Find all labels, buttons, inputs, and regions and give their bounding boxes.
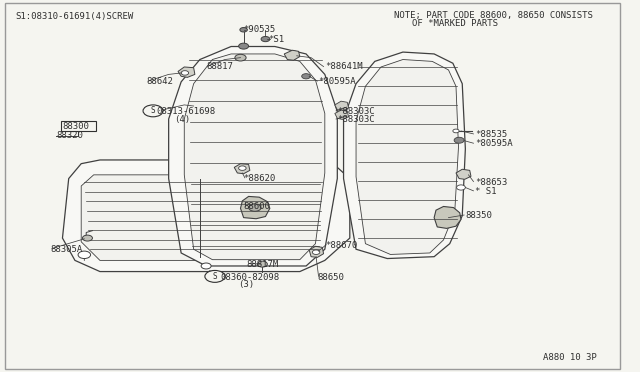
Text: *88620: *88620 [244, 174, 276, 183]
Polygon shape [434, 206, 461, 228]
Polygon shape [335, 101, 349, 111]
Text: 88300: 88300 [63, 122, 90, 131]
Text: 88817M: 88817M [247, 260, 279, 269]
Text: *90535: *90535 [244, 25, 276, 34]
Polygon shape [335, 110, 349, 119]
Text: *88641M: *88641M [325, 62, 362, 71]
Text: 08360-82098: 08360-82098 [220, 273, 279, 282]
Polygon shape [184, 54, 325, 260]
Text: 88600: 88600 [244, 202, 271, 211]
Text: A880 10 3P: A880 10 3P [543, 353, 597, 362]
Circle shape [453, 129, 459, 133]
Circle shape [257, 261, 268, 267]
Circle shape [181, 71, 189, 75]
Text: NOTE; PART CODE 88600, 88650 CONSISTS: NOTE; PART CODE 88600, 88650 CONSISTS [394, 11, 593, 20]
Circle shape [143, 105, 163, 117]
Polygon shape [81, 175, 325, 260]
Polygon shape [178, 67, 195, 77]
Text: *80595A: *80595A [475, 140, 513, 148]
Circle shape [205, 270, 225, 282]
Polygon shape [169, 46, 337, 266]
Text: 88320: 88320 [56, 131, 83, 140]
Text: S: S [151, 106, 156, 115]
Text: 88642: 88642 [147, 77, 173, 86]
Circle shape [239, 43, 248, 49]
Text: OF *MARKED PARTS: OF *MARKED PARTS [412, 19, 499, 28]
Circle shape [239, 166, 246, 170]
Text: *S1: *S1 [269, 35, 285, 44]
Circle shape [301, 74, 310, 79]
Circle shape [248, 204, 261, 211]
Text: *88653: *88653 [475, 178, 507, 187]
Text: 88350: 88350 [465, 211, 492, 220]
Text: *80595A: *80595A [319, 77, 356, 86]
Text: *88303C: *88303C [337, 115, 375, 124]
Text: *88535: *88535 [475, 130, 507, 139]
Polygon shape [309, 246, 324, 257]
Text: *88303C: *88303C [337, 107, 375, 116]
Text: S1:08310-61691(4)SCREW: S1:08310-61691(4)SCREW [15, 12, 134, 21]
Circle shape [201, 263, 211, 269]
Text: *88670: *88670 [325, 241, 357, 250]
Text: * S1: * S1 [475, 187, 496, 196]
Polygon shape [356, 60, 458, 254]
Text: (3): (3) [239, 280, 255, 289]
Text: (4): (4) [173, 115, 190, 124]
Circle shape [240, 28, 247, 32]
Text: 88650: 88650 [317, 273, 344, 282]
Text: 08313-61698: 08313-61698 [156, 107, 215, 116]
Polygon shape [284, 50, 300, 60]
Polygon shape [241, 196, 270, 219]
Polygon shape [234, 164, 250, 174]
Circle shape [456, 185, 465, 190]
FancyBboxPatch shape [5, 3, 620, 369]
FancyBboxPatch shape [61, 121, 95, 131]
Text: S: S [212, 272, 217, 281]
Circle shape [235, 54, 246, 61]
Circle shape [83, 235, 92, 241]
Text: 88817: 88817 [206, 62, 233, 71]
Circle shape [454, 137, 464, 143]
Circle shape [261, 36, 270, 42]
Polygon shape [63, 160, 350, 272]
Polygon shape [456, 169, 471, 179]
Circle shape [312, 250, 320, 254]
Polygon shape [344, 52, 465, 259]
Text: 88305A: 88305A [50, 245, 82, 254]
Circle shape [78, 251, 91, 259]
